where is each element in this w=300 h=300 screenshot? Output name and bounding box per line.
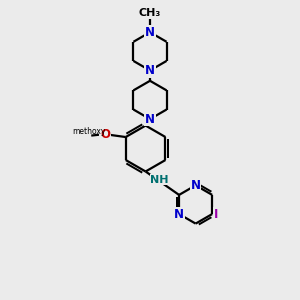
Text: O: O [100, 128, 110, 141]
Text: I: I [214, 208, 218, 220]
Text: N: N [145, 26, 155, 39]
Text: N: N [174, 208, 184, 220]
Text: methoxy: methoxy [72, 127, 106, 136]
Text: N: N [145, 64, 155, 77]
Text: N: N [145, 112, 155, 126]
Text: N: N [190, 179, 201, 192]
Text: NH: NH [150, 175, 169, 185]
Text: CH₃: CH₃ [139, 8, 161, 18]
